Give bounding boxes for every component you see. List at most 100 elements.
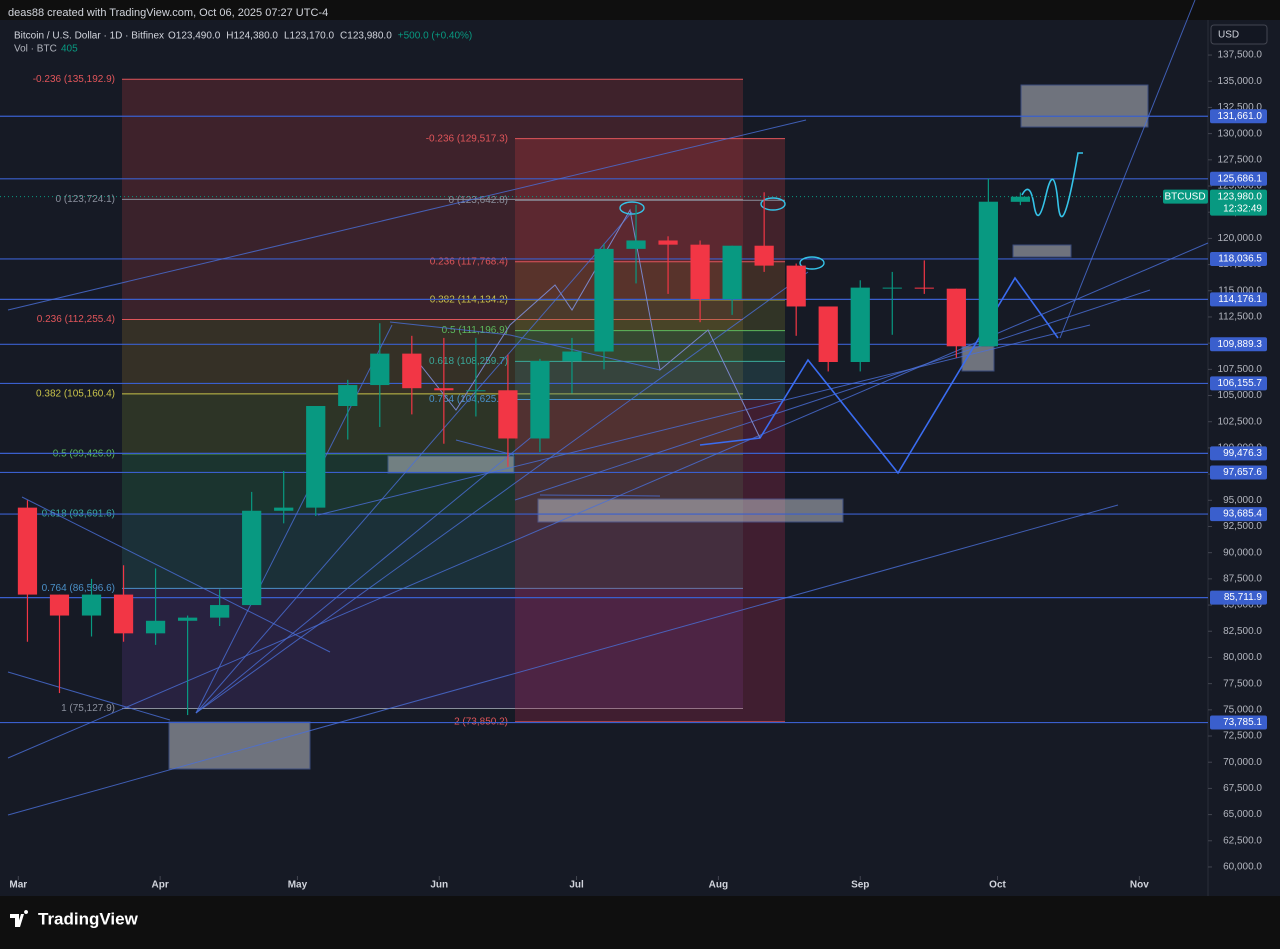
projection-path (414, 208, 761, 439)
last-price-symbol: BTCUSD (1164, 191, 1205, 202)
zone-box (1020, 84, 1149, 128)
x-tick-label: Oct (989, 880, 1006, 891)
candle-body (978, 201, 998, 347)
candle-body (914, 287, 934, 289)
x-tick-label: Apr (152, 880, 169, 891)
fib-zone (515, 361, 785, 400)
candle-body (722, 245, 742, 300)
candle-body (210, 605, 230, 618)
trendline (195, 211, 633, 714)
y-tick-label: 125,000.0 (1218, 181, 1263, 192)
y-tick-label: 85,000.0 (1223, 600, 1262, 611)
candle-body (498, 390, 518, 439)
candle-body (850, 287, 870, 363)
level-tag-label: 118,036.5 (1218, 254, 1262, 265)
fib-label: 0.618 (108,259.7) (429, 356, 508, 367)
candle-body (177, 617, 198, 621)
level-tag-label: 106,155.7 (1218, 378, 1263, 389)
zone-box (168, 721, 311, 770)
trendline (455, 439, 515, 456)
fib-label: 0 (123,642.8) (449, 195, 509, 206)
volume-label: Vol · BTC (14, 44, 57, 55)
y-tick-label: 72,500.0 (1223, 731, 1262, 742)
x-tick-label: Jun (430, 880, 448, 891)
y-tick-label: 90,000.0 (1223, 547, 1262, 558)
ohlc-value: O123,490.0 (168, 31, 221, 42)
fib-zone (122, 319, 743, 394)
fib-zone (122, 393, 743, 454)
y-tick-label: 127,500.0 (1218, 154, 1263, 165)
ohlc-value: H124,380.0 (226, 31, 278, 42)
trendline (195, 324, 393, 714)
marker-ellipse (799, 256, 825, 270)
trendline (21, 496, 331, 653)
fib-label: 0.5 (99,426.0) (53, 449, 115, 460)
level-tag (1210, 590, 1267, 605)
level-tag (1210, 507, 1267, 522)
candle-body (242, 510, 262, 606)
candle-body (626, 240, 646, 249)
level-tag-label: 73,785.1 (1223, 717, 1262, 728)
candle-body (274, 507, 294, 511)
fib-label: 0 (123,724.1) (56, 194, 116, 205)
ohlc-value: C123,980.0 (340, 31, 392, 42)
x-tick-label: Aug (709, 880, 728, 891)
fib-zone (515, 200, 785, 262)
candle-body (434, 388, 454, 391)
last-price-label: 123,980.0 (1218, 191, 1263, 202)
candle-body (882, 287, 902, 289)
y-tick-label: 82,500.0 (1223, 626, 1262, 637)
candle-body (786, 265, 806, 307)
fib-label: 0.764 (86,596.6) (42, 583, 115, 594)
credit: deas88 created with TradingView.com, Oct… (8, 7, 328, 19)
candle-body (754, 245, 774, 266)
trendline (514, 289, 1151, 501)
countdown: 12:32:49 (1223, 203, 1262, 214)
y-tick-label: 77,500.0 (1223, 678, 1262, 689)
y-tick-label: 67,500.0 (1223, 783, 1262, 794)
fib-zone (515, 330, 785, 362)
level-tag (1210, 171, 1267, 186)
fib-label: -0.236 (135,192.9) (33, 74, 115, 85)
brand: TradingView (38, 909, 139, 928)
candle-body (145, 620, 166, 634)
trendline (539, 494, 661, 497)
trendline (7, 671, 171, 721)
level-tag-label: 114,176.1 (1218, 294, 1262, 305)
y-tick-label: 87,500.0 (1223, 574, 1262, 585)
y-tick-label: 62,500.0 (1223, 835, 1262, 846)
currency[interactable]: USD (1218, 30, 1239, 41)
y-tick-label: 115,000.0 (1218, 285, 1262, 296)
logo-icon (10, 910, 29, 927)
y-tick-label: 135,000.0 (1218, 76, 1263, 87)
level-tag (1210, 715, 1267, 730)
candle-body (338, 385, 358, 407)
ohlc-value: +500.0 (+0.40%) (398, 31, 473, 42)
y-tick-label: 107,500.0 (1218, 364, 1263, 375)
candle-body (306, 406, 326, 508)
trendline (1059, 0, 1196, 339)
x-tick-label: Jul (569, 880, 584, 891)
candle-body (658, 240, 678, 245)
candle-body (81, 594, 102, 616)
trendline (509, 334, 661, 371)
x-tick-label: Nov (1130, 880, 1149, 891)
y-tick-label: 102,500.0 (1218, 416, 1263, 427)
currency-box[interactable] (1210, 24, 1268, 45)
y-tick-label: 75,000.0 (1223, 704, 1262, 715)
y-tick-label: 130,000.0 (1218, 128, 1263, 139)
trendline (195, 271, 809, 714)
trendline (195, 429, 541, 714)
level-tag-label: 125,686.1 (1218, 173, 1263, 184)
candle-body (1010, 196, 1031, 202)
marker-ellipse (619, 201, 645, 215)
y-tick-label: 120,000.0 (1218, 233, 1263, 244)
candle-body (466, 390, 486, 392)
candle-body (818, 306, 838, 363)
volume-value: 405 (61, 44, 78, 55)
zone-box (1012, 244, 1072, 258)
y-tick-label: 60,000.0 (1223, 862, 1262, 873)
level-tag-label: 97,657.6 (1223, 467, 1262, 478)
level-tag-label: 109,889.3 (1218, 339, 1263, 350)
